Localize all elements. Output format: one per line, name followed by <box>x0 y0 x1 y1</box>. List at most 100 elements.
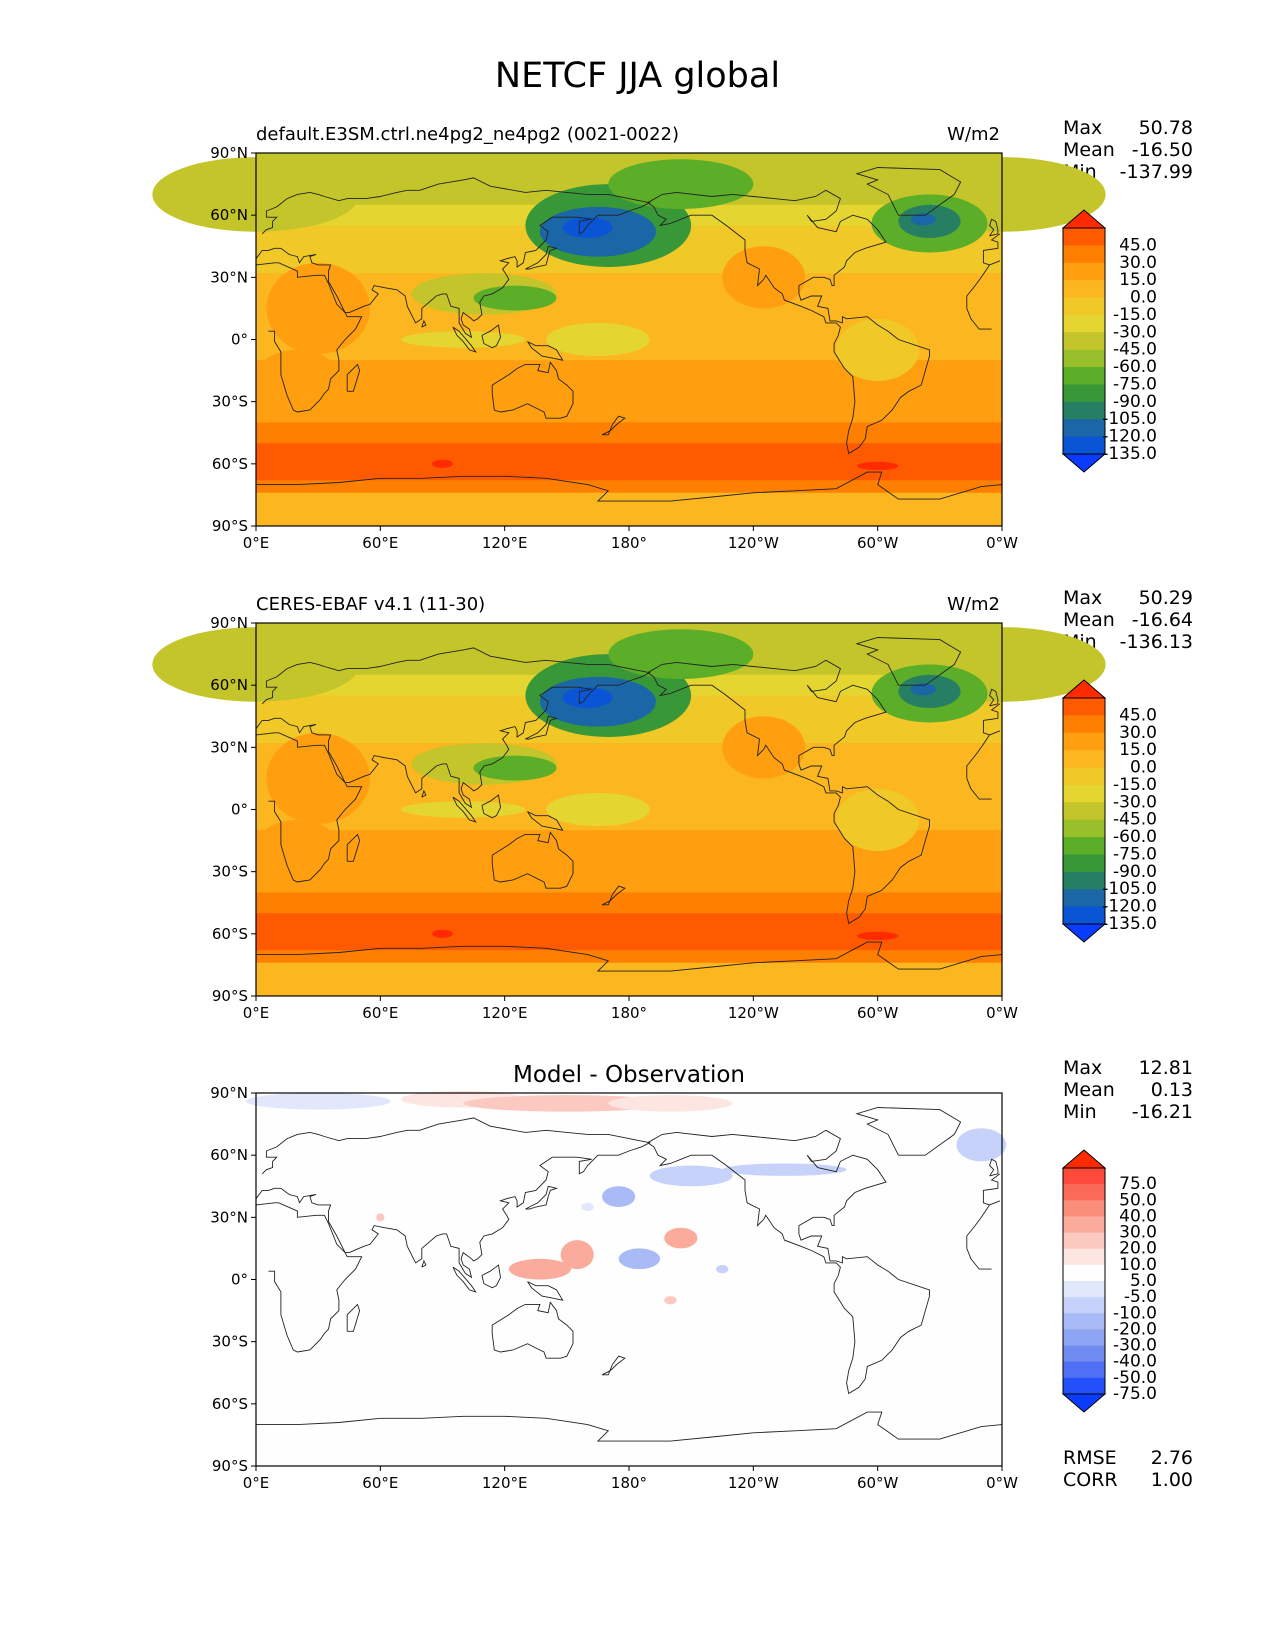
coastline <box>491 831 574 889</box>
contour-feature <box>562 217 613 238</box>
contour-feature <box>546 792 650 827</box>
contour-feature <box>560 1240 594 1270</box>
colorbar-level-label: -15.0 <box>1113 775 1157 795</box>
colorbar-segment <box>1063 436 1105 455</box>
contour-feature <box>722 246 806 309</box>
x-tick-label: 0°E <box>243 534 270 552</box>
colorbar-level-label: -105.0 <box>1102 879 1157 899</box>
map-plot: 0°E 60°E 120°E 180° 120°W 60°W 0°W 90°N 60°N 30°N… <box>152 144 1157 552</box>
colorbar-segment <box>1063 245 1105 264</box>
y-tick-label: 0° <box>231 1271 248 1289</box>
y-tick-label: 60°S <box>212 455 248 473</box>
colorbar-level-label: -10.0 <box>1113 1303 1157 1323</box>
x-tick-label: 180° <box>611 534 647 552</box>
colorbar-frame <box>1062 1167 1106 1395</box>
stat-label: Mean <box>1063 609 1115 631</box>
colorbar-segment <box>1063 419 1105 438</box>
stat-value: -136.13 <box>1119 631 1193 653</box>
model-panel: default.E3SM.ctrl.ne4pg2_ne4pg2 (0021-00… <box>0 0 1275 552</box>
colorbar-level-label: -90.0 <box>1113 392 1157 412</box>
x-tick-label: 180° <box>611 1474 647 1492</box>
coastline <box>421 1259 427 1268</box>
contour-feature <box>550 935 584 945</box>
colorbar-level-label: -120.0 <box>1102 427 1157 447</box>
colorbar-segment <box>1063 906 1105 925</box>
colorbar-extend-min <box>1061 1393 1107 1413</box>
coastline <box>989 688 999 707</box>
x-tick-label: 60°W <box>857 1474 899 1492</box>
x-tick-label: 0°E <box>243 1004 270 1022</box>
colorbar-segment <box>1063 332 1105 351</box>
coastline <box>601 1355 626 1376</box>
contour-feature <box>763 921 930 947</box>
colorbar-level-label: 0.0 <box>1130 288 1157 308</box>
colorbar-segment <box>1063 280 1105 298</box>
colorbar-segment <box>1063 854 1105 873</box>
difference-metrics: RMSE 2.76 CORR 1.00 <box>1063 1447 1193 1491</box>
observation-panel: CERES-EBAF v4.1 (11-30) W/m2 Max 50.29 Me… <box>0 470 1275 1022</box>
stat-label: Min <box>1063 1101 1097 1123</box>
colorbar-segment <box>1063 819 1105 838</box>
y-tick-label: 30°S <box>212 393 248 411</box>
colorbar-extend-max <box>1061 1149 1107 1169</box>
coastline <box>255 262 992 413</box>
colorbar-segment <box>1063 1361 1105 1379</box>
contour-feature <box>508 1258 571 1280</box>
y-tick-label: 60°N <box>210 676 248 694</box>
contour-feature <box>266 262 370 355</box>
colorbar-level-label: -15.0 <box>1113 305 1157 325</box>
colorbar-level-label: 50.0 <box>1119 1190 1157 1210</box>
stat-label: Max <box>1063 587 1103 609</box>
colorbar-segment <box>1063 750 1105 768</box>
contour-feature <box>359 453 443 475</box>
metric-value: 1.00 <box>1150 1469 1193 1491</box>
y-tick-label: 30°N <box>210 268 248 286</box>
colorbar-level-label: -60.0 <box>1113 357 1157 377</box>
x-tick-label: 0°W <box>986 1004 1018 1022</box>
colorbar-segment <box>1063 889 1105 908</box>
colorbar-level-label: -50.0 <box>1113 1368 1157 1388</box>
coastline <box>855 1107 962 1156</box>
colorbar-segment <box>1063 1184 1105 1201</box>
colorbar-level-label: -75.0 <box>1113 844 1157 864</box>
contour-band <box>256 962 1002 996</box>
contour-feature <box>432 459 453 468</box>
colorbar-level-label: -5.0 <box>1124 1287 1157 1307</box>
colorbar-segment <box>1063 1264 1105 1282</box>
panel-units: W/m2 <box>947 594 1000 615</box>
stat-label: Max <box>1063 117 1103 139</box>
colorbar-segment <box>1063 1232 1105 1250</box>
contour-band <box>256 422 1002 444</box>
panel-stats: Max 12.81 Mean 0.13 Min -16.21 <box>1063 1057 1193 1123</box>
contour-feature <box>550 465 584 475</box>
x-tick-label: 60°E <box>362 1004 398 1022</box>
coastline <box>491 1301 574 1359</box>
colorbar-level-label: 30.0 <box>1119 1223 1157 1243</box>
stat-value: 0.13 <box>1150 1079 1193 1101</box>
coastline <box>256 1411 1003 1442</box>
metric-value: 2.76 <box>1150 1447 1193 1469</box>
colorbar-segment <box>1063 715 1105 734</box>
coastline <box>256 941 1003 972</box>
contour-feature <box>722 1163 847 1176</box>
coastline <box>255 1202 992 1353</box>
metric-label: RMSE <box>1063 1447 1117 1469</box>
map-plot: 0°E 60°E 120°E 180° 120°W 60°W 0°W 90°N 60°N 30°N… <box>152 614 1157 1022</box>
coastline <box>527 1281 564 1301</box>
y-tick-label: 90°N <box>210 1084 248 1102</box>
y-tick-label: 30°N <box>210 738 248 756</box>
contour-feature <box>956 1128 1007 1162</box>
colorbar-level-label: -60.0 <box>1113 827 1157 847</box>
x-tick-label: 60°W <box>857 1004 899 1022</box>
colorbar-segment <box>1063 1248 1105 1266</box>
y-tick-label: 60°N <box>210 1146 248 1164</box>
contour-feature <box>618 1248 661 1270</box>
panel-title-left: CERES-EBAF v4.1 (11-30) <box>256 594 486 615</box>
colorbar-level-label: -30.0 <box>1113 792 1157 812</box>
contour-feature <box>432 929 453 938</box>
colorbar-segment <box>1063 314 1105 333</box>
colorbar-level-label: -40.0 <box>1113 1352 1157 1372</box>
x-tick-label: 60°E <box>362 1474 398 1492</box>
y-tick-label: 60°S <box>212 1395 248 1413</box>
